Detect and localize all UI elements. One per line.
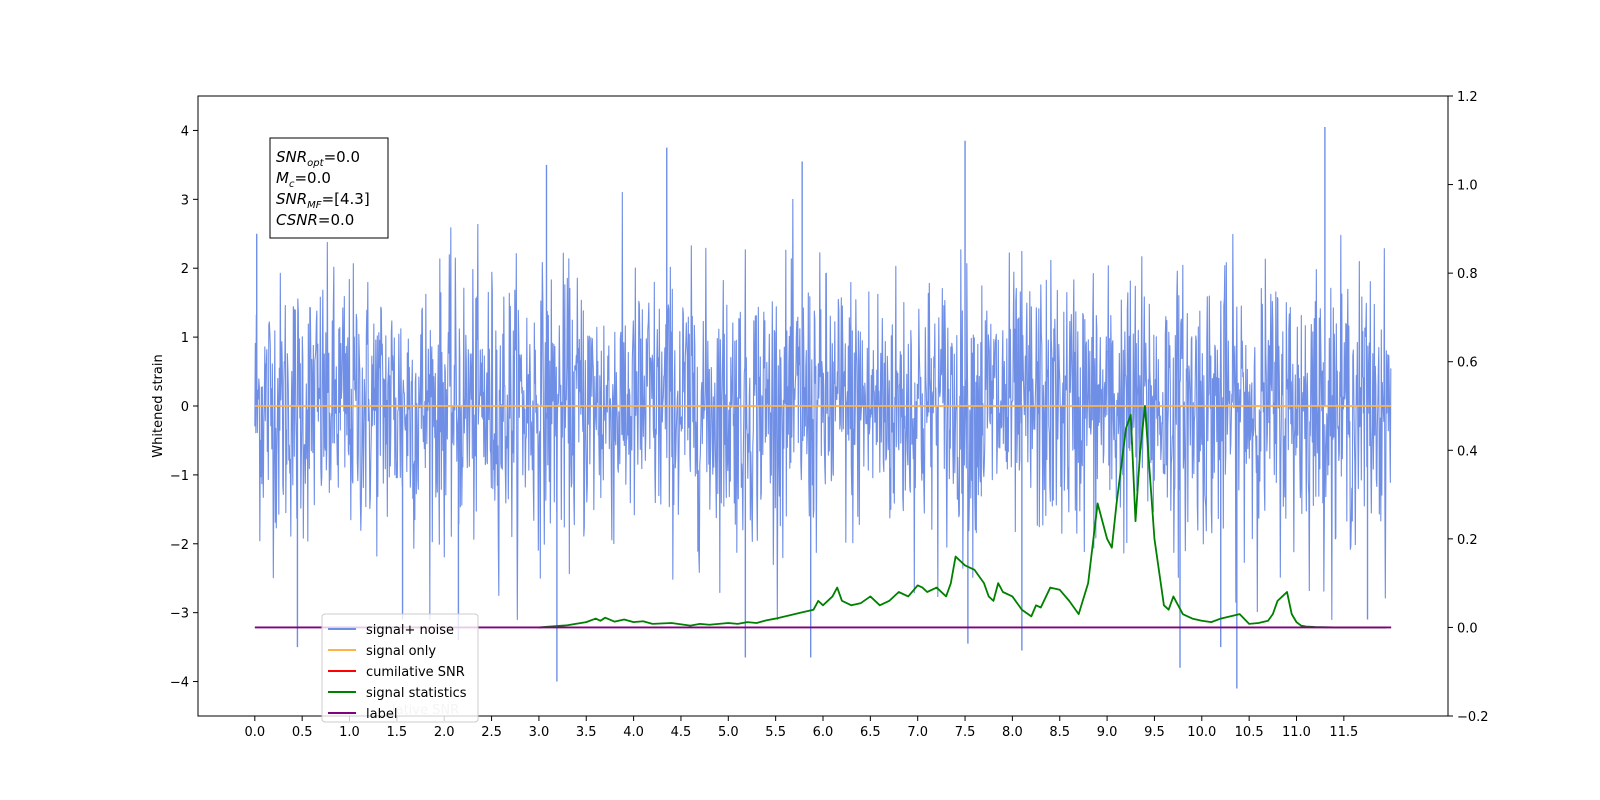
noise-trace [254,127,1392,689]
y2-tick-label: 1.0 [1457,179,1478,194]
axes: 0.0 0.5 1.0 1.5 2.0 2.5 3.0 3.5 4.0 4.5 5.0 5.5 6.0 6… [170,90,1489,740]
legend-label: signal statistics [366,686,467,701]
info-value: =0.0 [294,169,330,187]
x-tick-label: 1.0 [339,725,360,740]
y-tick-label: 4 [181,124,189,139]
info-value: =[4.3] [322,190,370,208]
y-tick-label: −1 [170,469,189,484]
y-tick-label: −3 [170,607,189,622]
x-tick-label: 6.5 [860,725,881,740]
x-tick-label: 10.5 [1235,725,1264,740]
info-symbol: M [276,169,289,187]
x-tick-label: 8.5 [1049,725,1070,740]
x-tick-label: 10.0 [1187,725,1216,740]
legend-label: signal+ noise [366,623,454,638]
legend-frame [321,613,479,723]
y-tick-label: −4 [170,676,189,691]
x-tick-label: 2.0 [434,725,455,740]
info-box-frame [269,137,389,239]
noise-path [254,191,1392,621]
x-tick-label: 8.0 [1002,725,1023,740]
y2-tick-label: 0.6 [1457,356,1478,371]
x-tick-label: 0.0 [244,725,265,740]
x-tick-label: 11.5 [1329,725,1358,740]
y2-tick-label: 0.4 [1457,444,1478,459]
info-value: =0.0 [324,148,360,166]
x-tick-label: 7.0 [907,725,928,740]
info-subscript: c [289,179,295,190]
info-line: SNRMF=[4.3] [276,190,370,211]
series-line-3 [538,405,1387,629]
x-tick-label: 4.0 [623,725,644,740]
x-tick-label: 6.0 [813,725,834,740]
y-tick-label: 0 [181,400,189,415]
x-tick-label: 7.5 [955,725,976,740]
info-symbol: SNR [276,190,307,208]
x-tick-label: 2.5 [481,725,502,740]
y2-tick-label: 1.2 [1457,90,1478,105]
y2-tick-label: −0.2 [1457,710,1489,725]
info-line: SNRopt=0.0 [276,148,360,169]
info-subscript: opt [307,158,324,169]
y-tick-label: 1 [181,331,189,346]
x-tick-label: 4.5 [671,725,692,740]
legend-label: label [366,707,397,722]
info-subscript: MF [307,200,322,211]
info-symbol: CSNR [276,211,318,229]
info-line: Mc=0.0 [276,169,331,190]
x-tick-label: 11.0 [1282,725,1311,740]
info-value: =0.0 [318,211,354,229]
info-line: CSNR=0.0 [276,211,354,229]
y2-tick-label: 0.8 [1457,267,1478,282]
info-symbol: SNR [276,148,307,166]
x-tick-label: 1.5 [387,725,408,740]
x-tick-label: 0.5 [292,725,313,740]
x-tick-label: 5.0 [718,725,739,740]
y-axis-label: Whitened strain [151,354,166,457]
legend-label: cumilative SNR [366,665,465,680]
y-tick-label: −2 [170,538,189,553]
x-tick-label: 9.0 [1097,725,1118,740]
y-tick-label: 2 [181,262,189,277]
x-tick-label: 9.5 [1144,725,1165,740]
x-tick-label: 5.5 [765,725,786,740]
y2-tick-label: 0.2 [1457,533,1478,548]
y2-tick-label: 0.0 [1457,621,1478,636]
x-tick-label: 3.5 [576,725,597,740]
legend-label: signal only [366,644,436,659]
x-tick-label: 3.0 [529,725,550,740]
y-tick-label: 3 [181,193,189,208]
